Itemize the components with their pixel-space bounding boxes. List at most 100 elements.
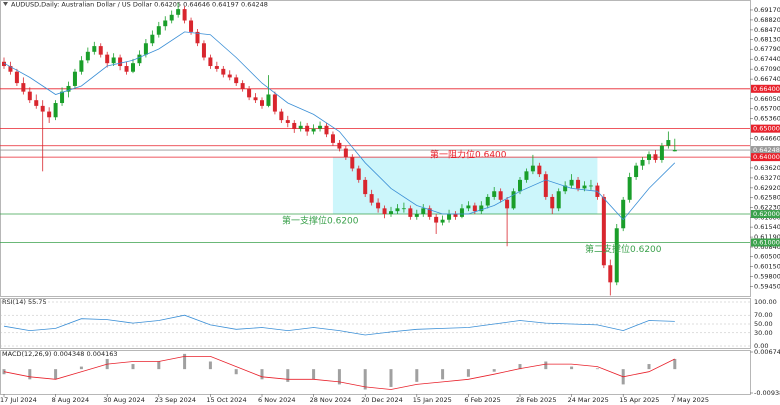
- candle-body: [569, 179, 574, 186]
- title-icon: [3, 2, 8, 6]
- macd-bar: [441, 369, 445, 380]
- candle-body: [53, 103, 58, 118]
- y-tick-label: 0.65360: [754, 114, 780, 122]
- candle-body: [537, 165, 542, 175]
- candle-body: [214, 66, 219, 69]
- candle-body: [298, 125, 303, 129]
- candle-body: [305, 125, 310, 132]
- y-tick-label: 0.61540: [754, 223, 780, 231]
- candle-body: [92, 46, 97, 52]
- candle-body: [8, 66, 13, 72]
- macd-bar: [54, 369, 58, 380]
- candle-body: [131, 63, 135, 72]
- price-level-label: 0.65000: [753, 125, 780, 133]
- x-tick-label: 28 Nov 2024: [310, 396, 352, 404]
- y-tick-label: 0.60150: [754, 263, 780, 271]
- candle-body: [72, 71, 77, 86]
- candle-body: [137, 54, 142, 64]
- candle-body: [369, 194, 374, 203]
- candle-body: [382, 208, 387, 215]
- candle-body: [253, 97, 258, 101]
- macd-bar: [363, 369, 367, 390]
- price-level-tag: [751, 124, 780, 133]
- candle-body: [524, 171, 529, 180]
- candle-body: [395, 208, 400, 212]
- macd-bar: [234, 369, 238, 375]
- y-tick-label: 0.69170: [754, 6, 780, 14]
- candle-body: [292, 122, 297, 129]
- price-level-label: 0.64000: [753, 153, 780, 161]
- macd-bar: [286, 369, 290, 382]
- candle-body: [511, 191, 516, 209]
- candle-body: [453, 214, 458, 217]
- annotation: 第二支撑位0.6200: [585, 243, 662, 255]
- candle-body: [40, 105, 45, 112]
- candle-body: [556, 191, 561, 209]
- candle-body: [189, 20, 194, 32]
- macd-bar: [595, 368, 599, 370]
- panel-frame: [0, 0, 751, 297]
- x-tick-label: 6 Feb 2025: [464, 396, 500, 404]
- price-level-tag: [751, 210, 780, 219]
- candle-body: [472, 205, 477, 212]
- candle-body: [47, 111, 52, 118]
- candle-body: [343, 148, 348, 158]
- candle-body: [434, 216, 439, 223]
- macd-bar: [673, 358, 677, 370]
- x-tick-label: 28 Feb 2025: [516, 396, 556, 404]
- candle-body: [614, 228, 619, 283]
- y-tick-label: 0.62230: [754, 203, 780, 211]
- price-level-label: 0.62000: [753, 210, 780, 218]
- y-tick-label: 0.60840: [754, 243, 780, 251]
- candle-body: [79, 60, 84, 72]
- macd-bar: [208, 361, 212, 370]
- y-tick-label: 0.65700: [754, 105, 780, 113]
- candle-body: [266, 94, 271, 106]
- candle-body: [143, 43, 148, 55]
- rsi-tick-label: 100.00: [754, 298, 777, 306]
- x-tick-label: 24 Mar 2025: [568, 396, 609, 404]
- rsi-tick-label: 0.00: [754, 342, 768, 350]
- candle-body: [285, 120, 290, 123]
- candle-body: [337, 142, 342, 149]
- candle-body: [66, 85, 71, 92]
- y-tick-label: 0.60500: [754, 253, 780, 261]
- candle-body: [466, 205, 471, 209]
- price-level-tag: [751, 153, 780, 162]
- candle-body: [163, 20, 168, 27]
- y-tick-label: 0.67790: [754, 45, 780, 53]
- candle-body: [588, 185, 593, 187]
- y-tick-label: 0.64660: [754, 134, 780, 142]
- candle-body: [272, 94, 277, 112]
- candle-body: [208, 57, 213, 67]
- candle-body: [85, 51, 90, 61]
- candle-body: [479, 205, 484, 212]
- y-tick-label: 0.66740: [754, 75, 780, 83]
- y-tick-label: 0.68820: [754, 16, 780, 24]
- candle-body: [550, 196, 555, 209]
- x-tick-label: 30 Aug 2024: [103, 396, 145, 404]
- x-tick-label: 8 Aug 2024: [52, 396, 90, 404]
- candle-body: [234, 77, 239, 84]
- macd-tick-label: -0.009381: [754, 389, 780, 397]
- candle-body: [98, 46, 103, 55]
- y-tick-label: 0.59800: [754, 273, 780, 281]
- x-tick-label: 6 Nov 2024: [258, 396, 296, 404]
- candle-body: [440, 219, 445, 223]
- candle-body: [60, 91, 65, 104]
- candle-body: [221, 68, 226, 75]
- candle-body: [156, 26, 161, 35]
- price-level-label: 0.66400: [753, 85, 780, 93]
- rsi-tick-label: 70.00: [754, 311, 773, 319]
- candle-body: [350, 157, 355, 169]
- candle-body: [324, 125, 329, 135]
- macd-bar: [415, 369, 419, 382]
- candle-body: [124, 66, 129, 72]
- macd-bar: [28, 369, 32, 380]
- rsi-line: [3, 314, 675, 336]
- candle-body: [363, 179, 368, 195]
- y-tick-label: 0.62580: [754, 194, 780, 202]
- candle-body: [634, 165, 639, 178]
- y-tick-label: 0.66050: [754, 95, 780, 103]
- panel-frame: [0, 350, 751, 395]
